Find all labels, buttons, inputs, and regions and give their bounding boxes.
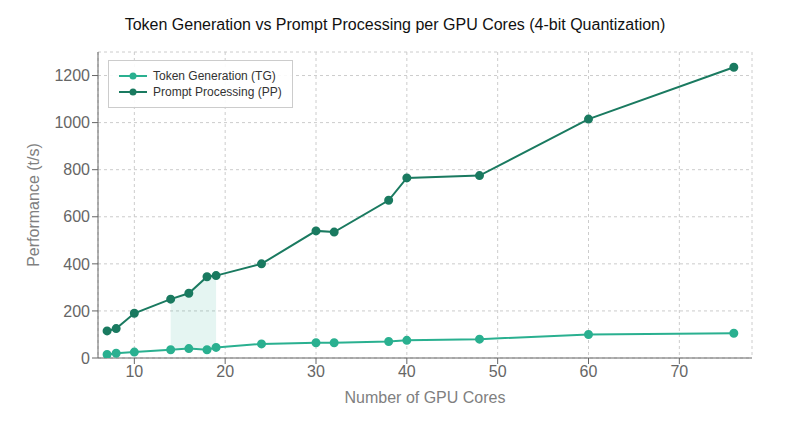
svg-text:10: 10	[125, 363, 143, 380]
svg-text:20: 20	[216, 363, 234, 380]
svg-text:200: 200	[63, 303, 90, 320]
svg-text:30: 30	[307, 363, 325, 380]
svg-text:1000: 1000	[54, 114, 90, 131]
html-text:Prompt Processing (PP): Prompt Processing (PP)	[153, 85, 282, 99]
svg-text:400: 400	[63, 256, 90, 273]
svg-text:800: 800	[63, 161, 90, 178]
svg-text:Performance (t/s): Performance (t/s)	[25, 143, 42, 267]
svg-text:600: 600	[63, 208, 90, 225]
html-text:Token Generation (TG): Token Generation (TG)	[153, 69, 276, 83]
svg-text:50: 50	[489, 363, 507, 380]
svg-text:70: 70	[670, 363, 688, 380]
svg-text:1200: 1200	[54, 67, 90, 84]
svg-text:0: 0	[81, 350, 90, 367]
html-text:Token Generation vs Prompt Pro: Token Generation vs Prompt Processing pe…	[124, 16, 666, 33]
svg-text:40: 40	[398, 363, 416, 380]
svg-text:60: 60	[580, 363, 598, 380]
svg-text:Number of GPU Cores: Number of GPU Cores	[345, 389, 506, 406]
